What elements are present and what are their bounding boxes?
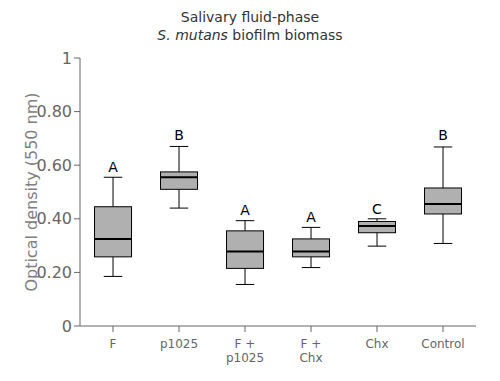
svg-text:Optical density (550 nm): Optical density (550 nm) xyxy=(22,92,41,291)
svg-text:p1025: p1025 xyxy=(160,337,198,351)
svg-text:C: C xyxy=(372,201,382,217)
svg-text:F +Chx: F +Chx xyxy=(299,337,322,365)
svg-text:F: F xyxy=(110,337,117,351)
svg-text:A: A xyxy=(306,209,316,225)
svg-text:A: A xyxy=(108,159,118,175)
svg-text:F +p1025: F +p1025 xyxy=(226,337,264,365)
svg-text:1: 1 xyxy=(62,49,72,68)
svg-text:Chx: Chx xyxy=(365,337,388,351)
svg-text:B: B xyxy=(438,127,448,143)
svg-text:0: 0 xyxy=(62,317,72,336)
html-text:Salivary fluid-phase: Salivary fluid-phase xyxy=(180,9,320,25)
svg-text:0.40: 0.40 xyxy=(36,209,72,228)
svg-text:A: A xyxy=(240,202,250,218)
html-text:S. mutans biofilm biomass: S. mutans biofilm biomass xyxy=(157,27,343,43)
svg-text:0.20: 0.20 xyxy=(36,263,72,282)
svg-text:0.60: 0.60 xyxy=(36,156,72,175)
svg-text:B: B xyxy=(174,127,184,143)
svg-text:0.80: 0.80 xyxy=(36,102,72,121)
svg-text:Control: Control xyxy=(421,337,464,351)
